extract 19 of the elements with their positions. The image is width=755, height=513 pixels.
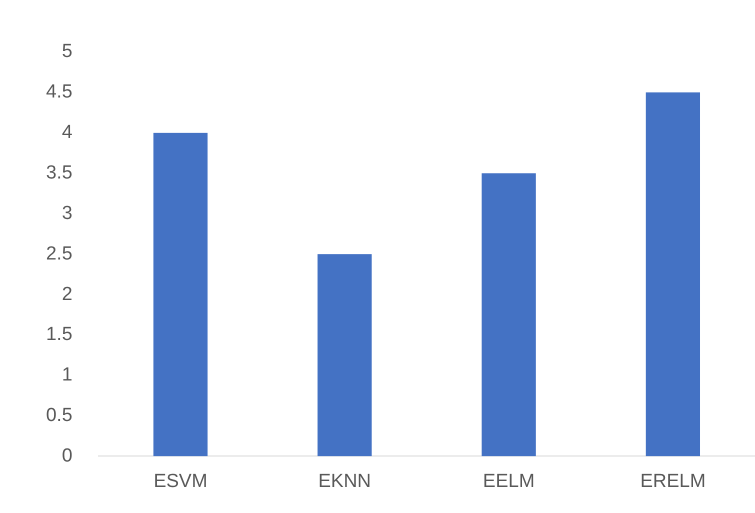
x-tick-label: ERELM	[640, 470, 706, 492]
x-tick-label: EELM	[482, 470, 535, 492]
y-tick-label: 5	[62, 41, 72, 62]
x-tick-label: ESVM	[154, 470, 208, 492]
y-tick-label: 2.5	[46, 243, 72, 264]
y-tick-label: 2	[62, 284, 72, 305]
y-tick-label: 4.5	[46, 82, 72, 103]
y-tick-label: 1	[62, 364, 72, 386]
bar	[153, 132, 208, 456]
y-tick-label: 4	[62, 122, 73, 144]
y-tick-label: 0	[62, 445, 72, 466]
y-tick-label: 0.5	[46, 405, 72, 426]
x-tick-label: EKNN	[318, 470, 372, 492]
bar	[482, 173, 536, 456]
bar	[318, 254, 372, 456]
y-tick-label: 1.5	[46, 324, 72, 346]
y-tick-label: 3	[62, 202, 72, 224]
bar	[646, 92, 700, 456]
y-tick-label: 3.5	[46, 162, 72, 184]
